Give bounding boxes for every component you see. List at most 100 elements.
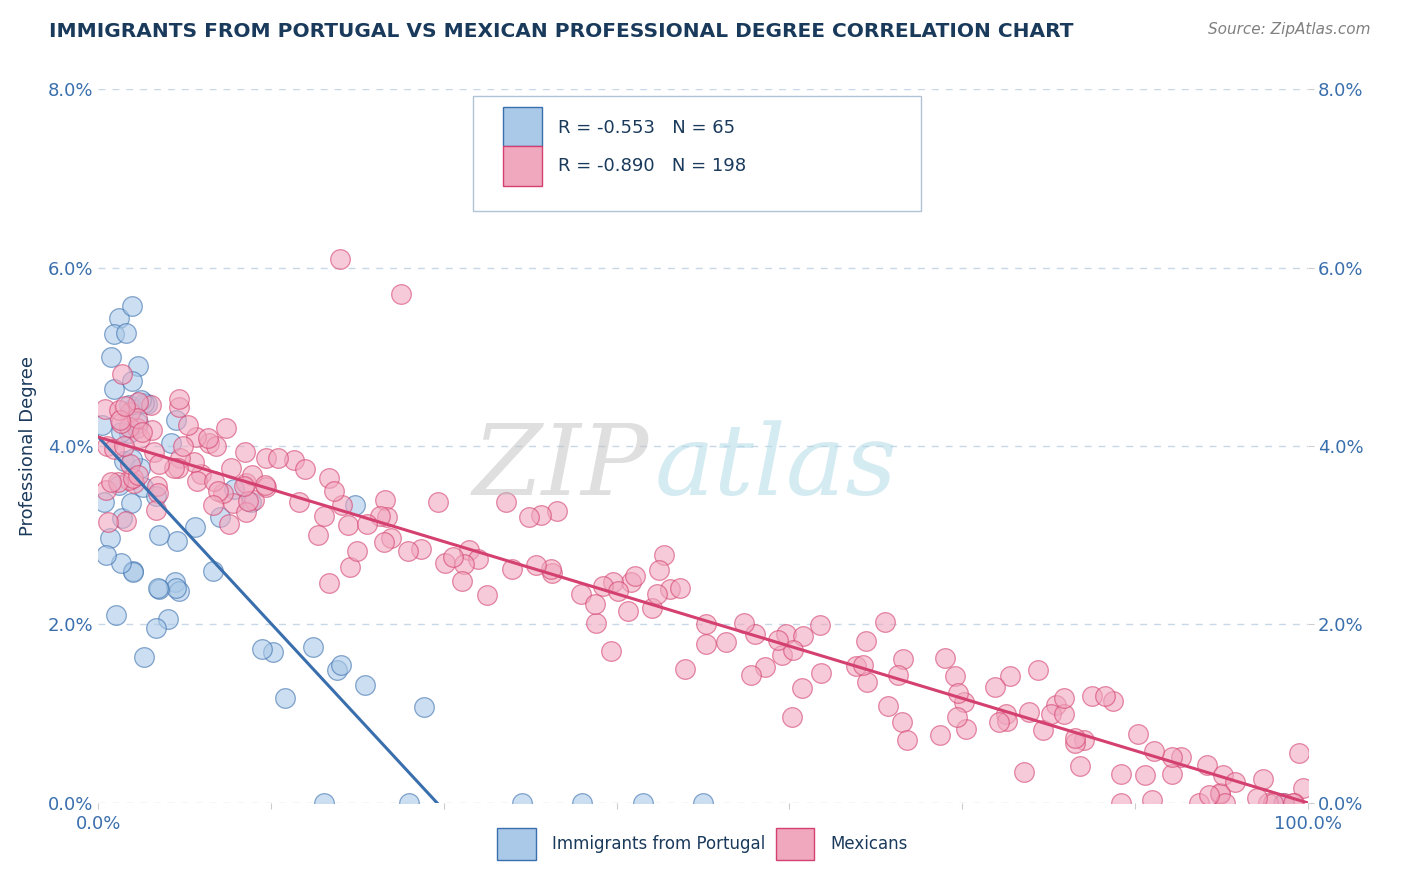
Point [780,710,803,724]
Point [526,558,548,572]
Point [946,686,969,700]
Point [645,587,668,601]
Point [215,421,238,435]
Point [107,311,129,326]
Point [211,486,233,500]
Point [127,395,149,409]
Point [592,579,614,593]
Point [495,495,517,509]
Point [585,615,607,630]
Point [792,681,814,695]
FancyBboxPatch shape [776,828,814,860]
Point [929,728,952,742]
Text: IMMIGRANTS FROM PORTUGAL VS MEXICAN PROFESSIONAL DEGREE CORRELATION CHART: IMMIGRANTS FROM PORTUGAL VS MEXICAN PROF… [49,22,1074,41]
Text: ZIP: ZIP [472,420,648,515]
Point [623,569,645,583]
Point [169,450,191,465]
Point [312,796,335,810]
Point [1161,766,1184,780]
Point [94,483,117,498]
Point [346,544,368,558]
Point [121,374,143,388]
Point [167,400,190,414]
Point [186,474,208,488]
Point [252,641,274,656]
Point [146,486,169,500]
Point [330,658,353,673]
Point [141,423,163,437]
Point [571,796,593,810]
Point [541,566,564,581]
Point [118,473,141,487]
Point [356,516,378,531]
Point [600,644,623,658]
Point [1160,750,1182,764]
Point [142,445,165,459]
Point [1053,690,1076,705]
Point [740,668,762,682]
Point [652,548,675,562]
Point [330,498,353,512]
Point [104,607,127,622]
Point [569,587,592,601]
Point [770,648,793,662]
Point [222,496,245,510]
Point [373,493,395,508]
Point [1170,749,1192,764]
Point [112,454,135,468]
Point [103,442,125,457]
Point [219,460,242,475]
Point [283,452,305,467]
Point [163,461,186,475]
Point [93,495,115,509]
Point [887,667,910,681]
Point [120,495,142,509]
Point [134,396,156,410]
Point [1198,788,1220,802]
Point [501,562,523,576]
Text: R = -0.890   N = 198: R = -0.890 N = 198 [558,157,747,175]
Point [1111,796,1133,810]
Point [202,474,225,488]
Point [669,582,692,596]
Point [184,520,207,534]
Point [343,498,366,512]
Point [510,796,533,810]
Point [1246,790,1268,805]
Point [91,418,114,433]
Point [412,700,434,714]
Point [1032,723,1054,738]
Point [1284,796,1306,810]
Point [808,617,831,632]
Point [167,392,190,407]
Point [1257,796,1279,810]
Point [118,420,141,434]
Point [318,576,340,591]
Point [353,678,375,692]
Point [165,582,187,596]
Point [127,467,149,482]
Point [198,435,221,450]
Point [782,643,804,657]
Point [122,470,145,484]
Point [103,326,125,341]
Point [166,461,188,475]
Point [952,695,974,709]
Point [1133,768,1156,782]
Point [112,439,135,453]
Point [648,563,671,577]
Point [94,401,117,416]
Point [131,425,153,439]
Point [1045,698,1067,713]
Point [201,498,224,512]
Point [398,796,420,810]
Point [810,665,832,680]
Point [1272,796,1295,810]
Point [1282,796,1305,810]
Point [253,478,276,492]
Point [165,575,187,590]
Point [103,382,125,396]
Point [262,645,284,659]
Point [197,431,219,445]
Point [111,367,134,381]
